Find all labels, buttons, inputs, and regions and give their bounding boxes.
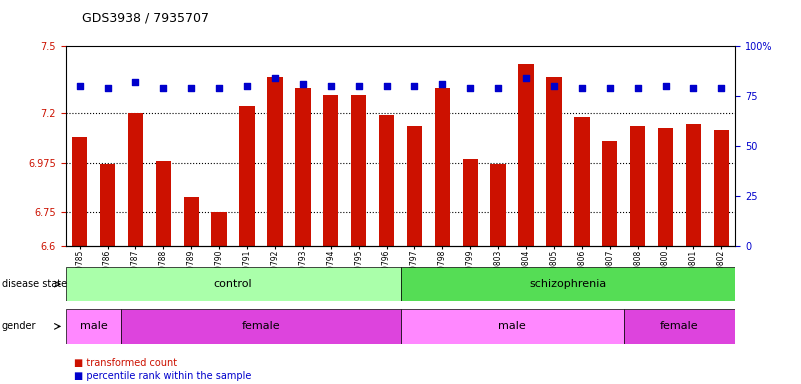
- Bar: [518, 64, 533, 246]
- Text: gender: gender: [2, 321, 36, 331]
- Bar: [211, 212, 227, 246]
- Bar: [323, 95, 338, 246]
- Bar: [379, 115, 394, 246]
- Point: [185, 85, 198, 91]
- Text: female: female: [660, 321, 698, 331]
- Point: [296, 81, 309, 87]
- Point: [101, 85, 114, 91]
- Text: GDS3938 / 7935707: GDS3938 / 7935707: [82, 12, 209, 25]
- Bar: [624, 309, 735, 344]
- Bar: [658, 128, 673, 246]
- Bar: [66, 309, 122, 344]
- Point: [240, 83, 253, 89]
- Point: [659, 83, 672, 89]
- Bar: [435, 88, 450, 246]
- Point: [575, 85, 588, 91]
- Bar: [630, 126, 646, 246]
- Point: [213, 85, 226, 91]
- Point: [492, 85, 505, 91]
- Point: [548, 83, 561, 89]
- Point: [408, 83, 421, 89]
- Bar: [268, 77, 283, 246]
- Text: control: control: [214, 279, 252, 289]
- Bar: [155, 161, 171, 246]
- Bar: [72, 137, 87, 246]
- Bar: [574, 117, 590, 246]
- Bar: [122, 309, 400, 344]
- Bar: [66, 267, 400, 301]
- Bar: [686, 124, 701, 246]
- Bar: [296, 88, 311, 246]
- Point: [715, 85, 728, 91]
- Bar: [490, 164, 505, 246]
- Bar: [100, 164, 115, 246]
- Bar: [714, 131, 729, 246]
- Bar: [183, 197, 199, 246]
- Text: female: female: [242, 321, 280, 331]
- Point: [324, 83, 337, 89]
- Bar: [463, 159, 478, 246]
- Point: [129, 79, 142, 85]
- Text: schizophrenia: schizophrenia: [529, 279, 606, 289]
- Text: disease state: disease state: [2, 279, 66, 289]
- Bar: [602, 141, 618, 246]
- Text: male: male: [498, 321, 526, 331]
- Bar: [128, 113, 143, 246]
- Point: [687, 85, 700, 91]
- Text: male: male: [80, 321, 107, 331]
- Point: [352, 83, 365, 89]
- Bar: [400, 309, 624, 344]
- Bar: [407, 126, 422, 246]
- Bar: [400, 267, 735, 301]
- Point: [631, 85, 644, 91]
- Text: ■ transformed count: ■ transformed count: [74, 358, 177, 368]
- Text: ■ percentile rank within the sample: ■ percentile rank within the sample: [74, 371, 251, 381]
- Point: [268, 75, 281, 81]
- Bar: [351, 95, 366, 246]
- Point: [380, 83, 393, 89]
- Point: [157, 85, 170, 91]
- Point: [520, 75, 533, 81]
- Point: [436, 81, 449, 87]
- Bar: [239, 106, 255, 246]
- Point: [73, 83, 86, 89]
- Point: [603, 85, 616, 91]
- Point: [464, 85, 477, 91]
- Bar: [546, 77, 562, 246]
